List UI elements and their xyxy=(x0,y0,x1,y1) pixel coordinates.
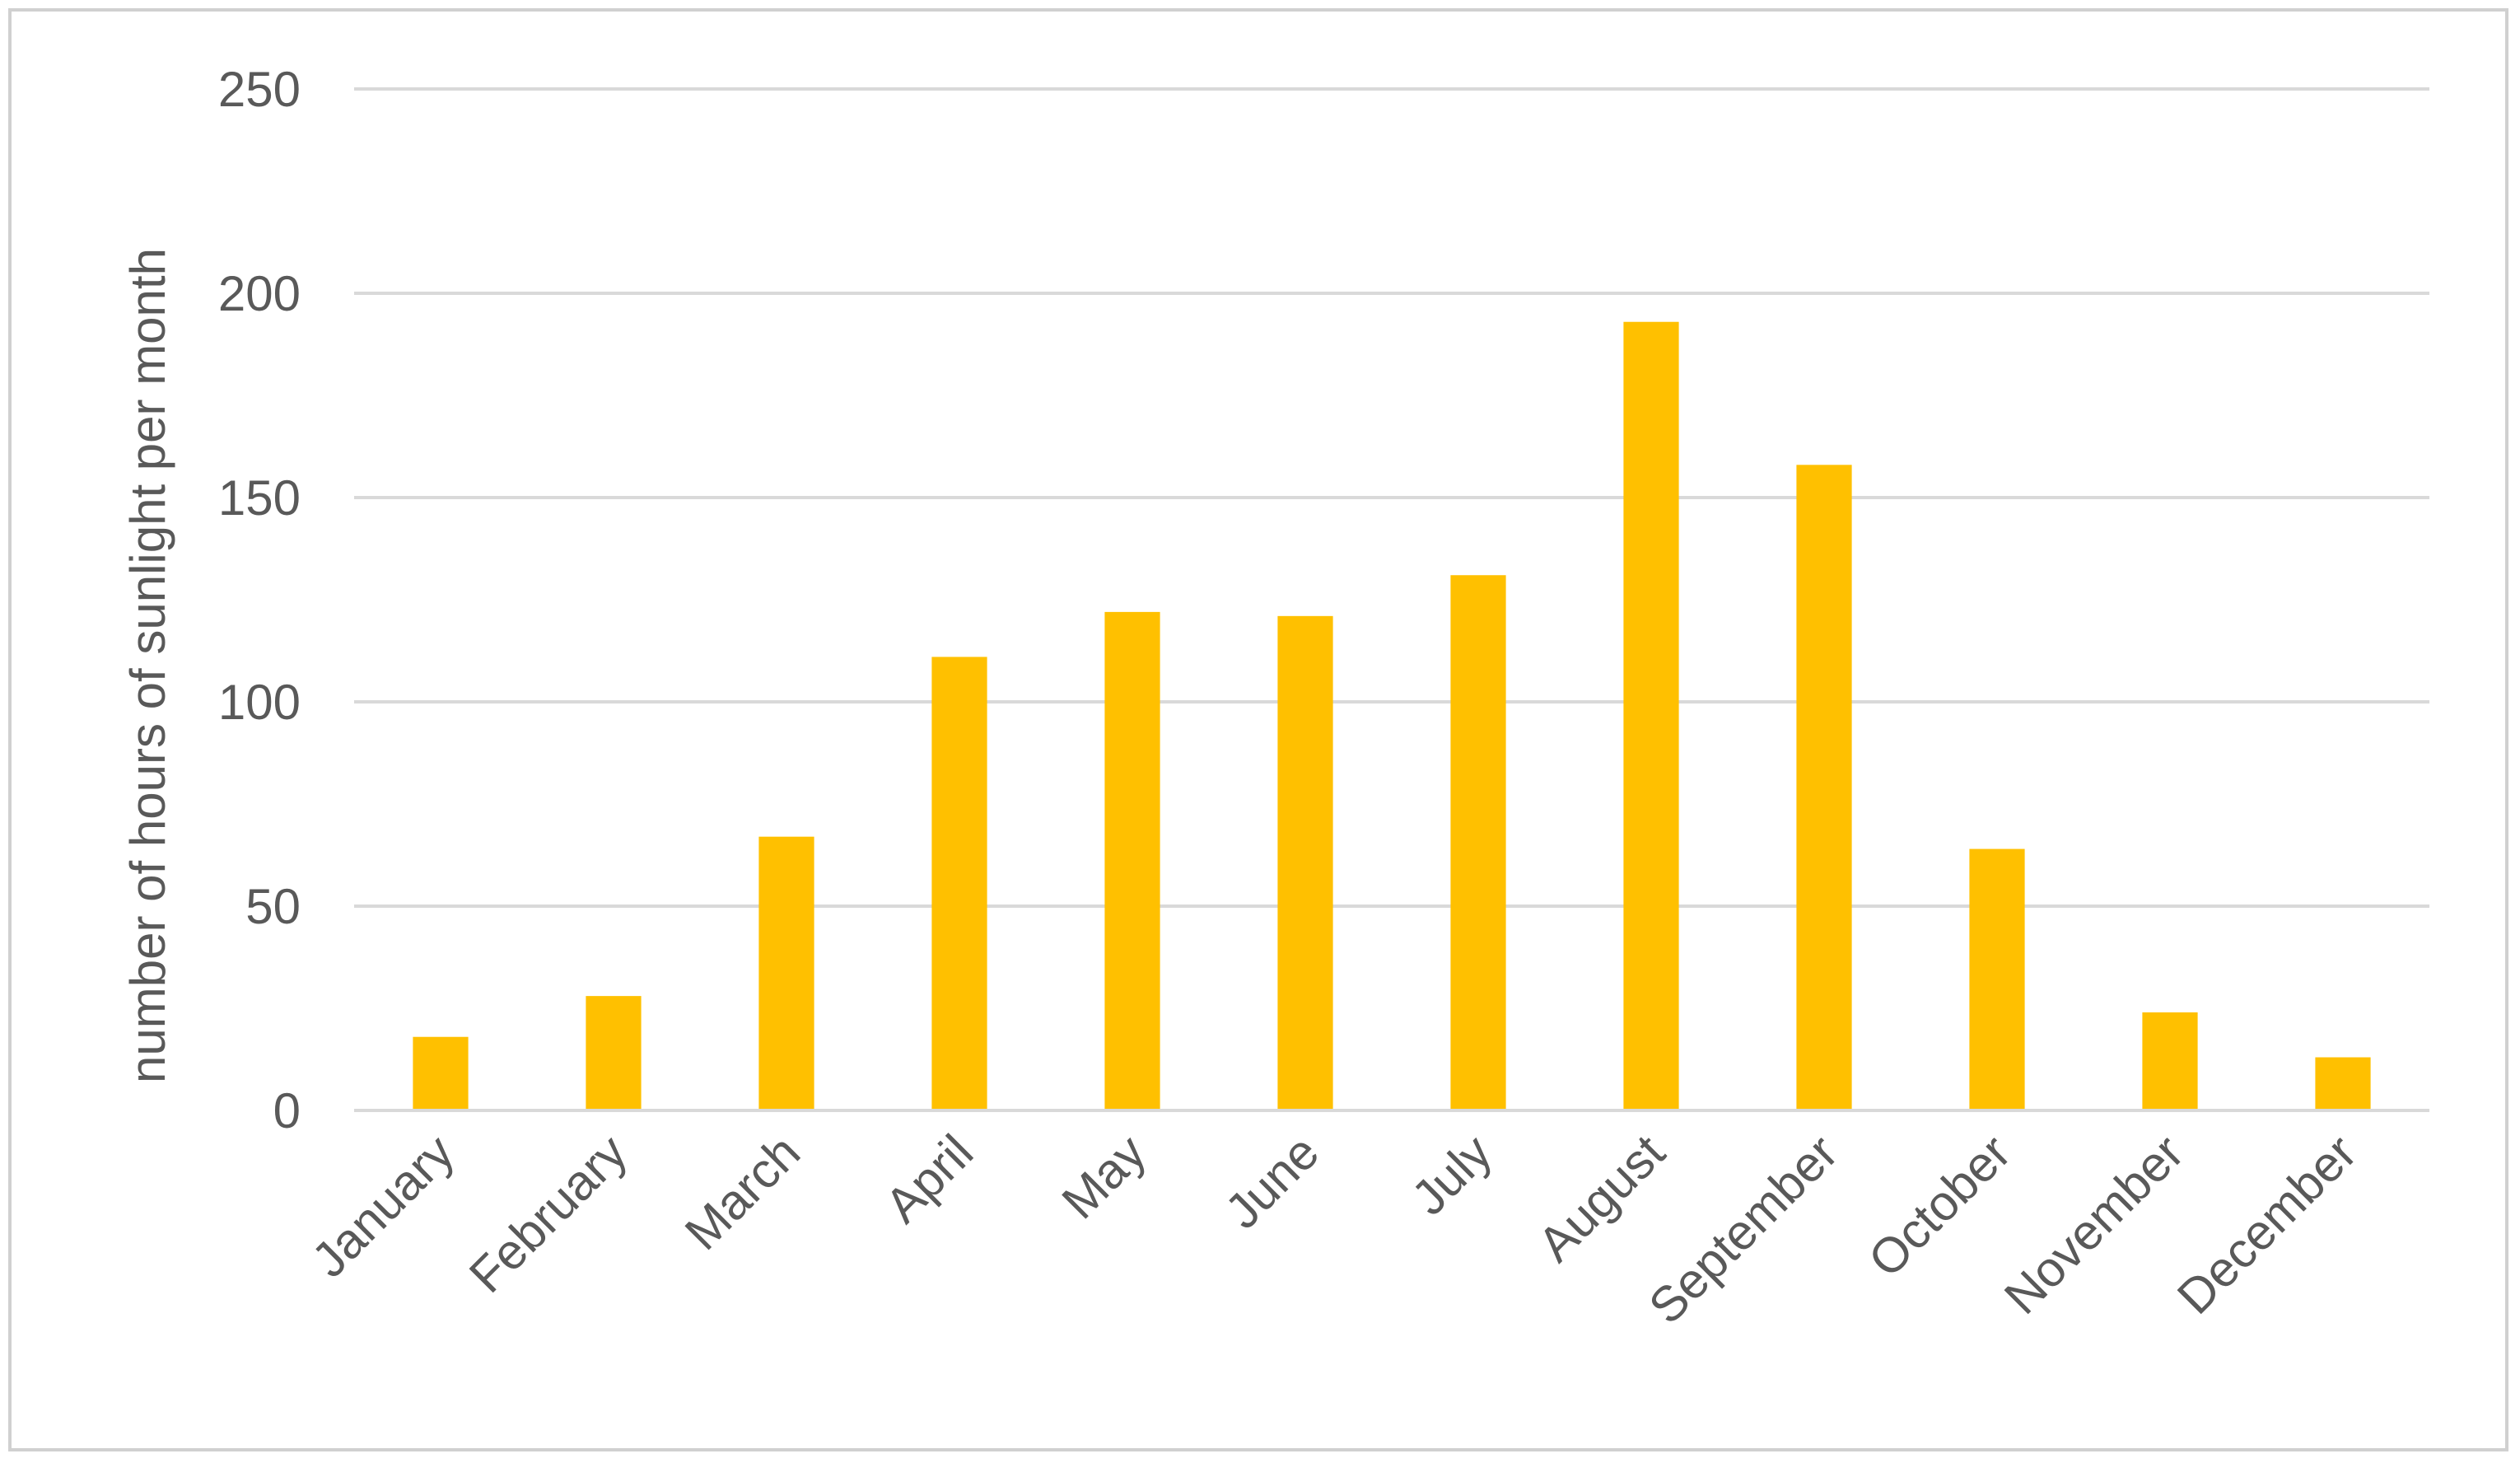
y-tick-label: 0 xyxy=(273,1083,301,1138)
x-tick-label: August xyxy=(1528,1124,1676,1273)
x-tick-label: September xyxy=(1638,1124,1848,1334)
bar-november xyxy=(2142,1012,2198,1110)
bar-december xyxy=(2315,1057,2371,1110)
bar-july xyxy=(1450,575,1506,1110)
x-tick-label: November xyxy=(1994,1124,2194,1325)
bars xyxy=(413,321,2371,1111)
bar-june xyxy=(1277,615,1333,1110)
x-tick-label: July xyxy=(1401,1124,1502,1226)
gridlines xyxy=(354,87,2429,908)
y-axis-title: number of hours of sunlight per month xyxy=(120,248,175,1083)
x-tick-label: February xyxy=(459,1124,637,1303)
y-tick-label: 200 xyxy=(218,266,301,321)
y-tick-label: 100 xyxy=(218,675,301,730)
bar-may xyxy=(1104,611,1160,1110)
y-tick-label: 250 xyxy=(218,62,301,117)
bar-march xyxy=(758,836,814,1110)
bar-january xyxy=(413,1036,469,1110)
x-tick-label: April xyxy=(875,1124,983,1233)
bar-april xyxy=(931,657,987,1110)
x-tick-label: March xyxy=(674,1124,810,1260)
bar-october xyxy=(1969,848,2025,1110)
bar-september xyxy=(1796,465,1852,1110)
x-tick-label: June xyxy=(1215,1124,1329,1239)
y-axis-tick-labels: 0 50 100 150 200 250 xyxy=(218,62,301,1138)
x-tick-label: January xyxy=(301,1124,464,1288)
x-tick-label: December xyxy=(2167,1124,2367,1325)
y-tick-label: 150 xyxy=(218,470,301,526)
bar-august xyxy=(1623,321,1679,1111)
chart-frame xyxy=(8,8,2508,1451)
y-tick-label: 50 xyxy=(245,879,301,934)
x-tick-label: May xyxy=(1052,1124,1157,1230)
x-tick-label: October xyxy=(1858,1124,2021,1288)
bar-february xyxy=(586,996,642,1110)
